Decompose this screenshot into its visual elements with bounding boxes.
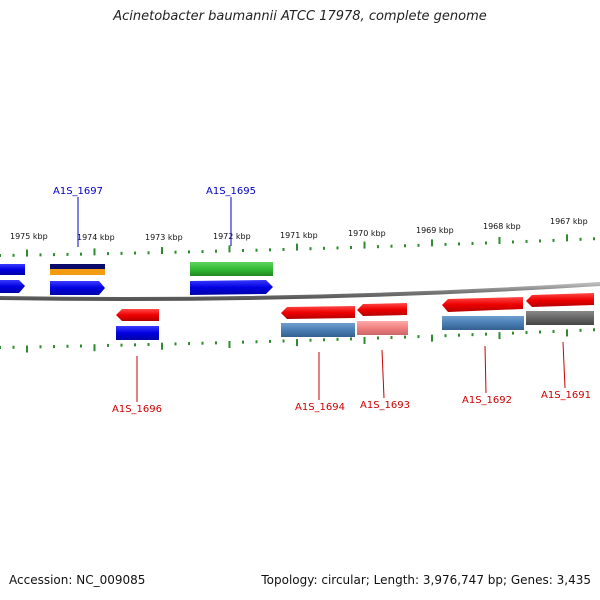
gene-arrow[interactable] xyxy=(442,297,523,312)
gene-arrow[interactable] xyxy=(281,306,355,319)
ruler-label: 1969 kbp xyxy=(416,226,454,235)
gene-feature[interactable] xyxy=(442,316,524,330)
ruler-label: 1970 kbp xyxy=(348,229,386,238)
ruler-ticks-top xyxy=(0,234,595,257)
ruler-label: 1967 kbp xyxy=(550,217,588,226)
gene-feature[interactable] xyxy=(281,323,355,337)
gene-feature[interactable] xyxy=(116,326,159,340)
ruler-label: 1971 kbp xyxy=(280,231,318,240)
ruler-label: 1974 kbp xyxy=(77,233,115,242)
connector-line xyxy=(562,341,566,389)
label-connectors xyxy=(77,197,566,402)
gene-arrow[interactable] xyxy=(0,280,25,293)
connector-line xyxy=(381,349,385,399)
ruler-label: 1972 kbp xyxy=(213,232,251,241)
ruler-ticks-bottom xyxy=(0,328,595,353)
gene-label-a1s-1693[interactable]: A1S_1693 xyxy=(360,400,410,411)
gene-label-a1s-1697[interactable]: A1S_1697 xyxy=(53,186,103,197)
genome-summary-text: Topology: circular; Length: 3,976,747 bp… xyxy=(261,573,591,587)
gene-feature[interactable] xyxy=(190,262,273,276)
gene-label-a1s-1695[interactable]: A1S_1695 xyxy=(206,186,256,197)
gene-feature[interactable] xyxy=(50,264,105,269)
accession-text: Accession: NC_009085 xyxy=(9,573,146,587)
gene-label-a1s-1691[interactable]: A1S_1691 xyxy=(541,390,591,401)
gene-arrow[interactable] xyxy=(50,281,105,295)
gene-labels: A1S_1697 A1S_1695 A1S_1696 A1S_1694 A1S_… xyxy=(53,186,591,415)
ruler-labels: 1975 kbp 1974 kbp 1973 kbp 1972 kbp 1971… xyxy=(10,217,588,242)
gene-feature[interactable] xyxy=(0,264,25,275)
ruler-label: 1968 kbp xyxy=(483,222,521,231)
gene-label-a1s-1694[interactable]: A1S_1694 xyxy=(295,402,345,413)
gene-feature[interactable] xyxy=(50,269,105,275)
gene-feature[interactable] xyxy=(357,321,408,335)
gene-label-a1s-1692[interactable]: A1S_1692 xyxy=(462,395,512,406)
gene-arrow[interactable] xyxy=(526,293,594,307)
ruler-label: 1975 kbp xyxy=(10,232,48,241)
gene-feature[interactable] xyxy=(526,311,594,325)
gene-label-a1s-1696[interactable]: A1S_1696 xyxy=(112,404,162,415)
forward-features xyxy=(0,262,273,295)
genome-title: Acinetobacter baumannii ATCC 17978, comp… xyxy=(113,9,487,24)
gene-arrow[interactable] xyxy=(357,303,407,316)
reverse-features xyxy=(116,293,594,340)
ruler-label: 1973 kbp xyxy=(145,233,183,242)
gene-arrow[interactable] xyxy=(190,280,273,295)
gene-arrow[interactable] xyxy=(116,309,159,321)
genome-backbone xyxy=(0,282,600,302)
connector-line xyxy=(484,345,487,394)
